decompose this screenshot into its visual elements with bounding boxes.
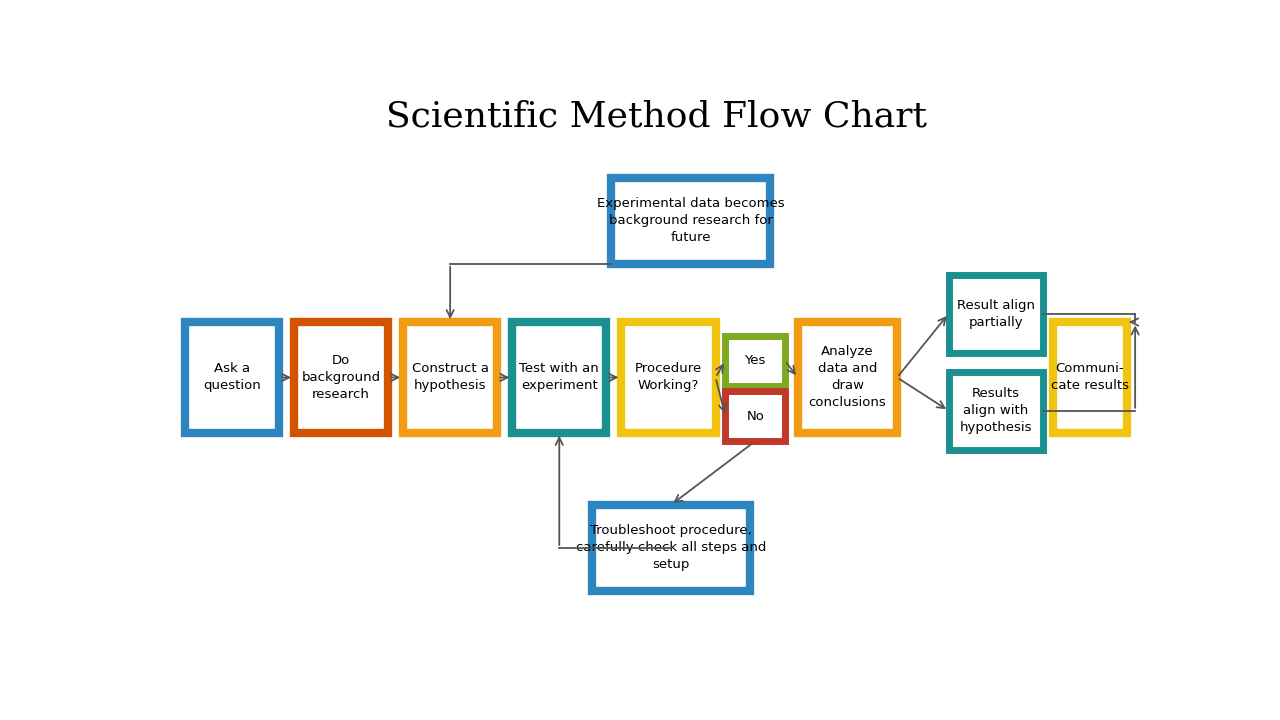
FancyBboxPatch shape (948, 372, 1043, 449)
Text: No: No (746, 410, 764, 423)
Text: Results
align with
hypothesis: Results align with hypothesis (960, 387, 1032, 434)
Text: Procedure
Working?: Procedure Working? (635, 362, 701, 392)
FancyBboxPatch shape (726, 392, 785, 441)
Text: Test with an
experiment: Test with an experiment (520, 362, 599, 392)
Text: Communi-
cate results: Communi- cate results (1051, 362, 1129, 392)
Text: Troubleshoot procedure,
carefully check all steps and
setup: Troubleshoot procedure, carefully check … (576, 524, 765, 572)
Text: Yes: Yes (745, 354, 765, 367)
FancyBboxPatch shape (403, 322, 497, 433)
Text: Do
background
research: Do background research (302, 354, 380, 401)
FancyBboxPatch shape (512, 322, 607, 433)
Text: Analyze
data and
draw
conclusions: Analyze data and draw conclusions (809, 346, 886, 410)
FancyBboxPatch shape (591, 505, 750, 591)
FancyBboxPatch shape (612, 178, 771, 264)
Text: Scientific Method Flow Chart: Scientific Method Flow Chart (385, 100, 927, 134)
FancyBboxPatch shape (797, 322, 897, 433)
Text: Experimental data becomes
background research for
future: Experimental data becomes background res… (596, 197, 785, 244)
FancyBboxPatch shape (726, 336, 785, 386)
Text: Construct a
hypothesis: Construct a hypothesis (412, 362, 489, 392)
Text: Result align
partially: Result align partially (956, 299, 1034, 329)
Text: Ask a
question: Ask a question (204, 362, 261, 392)
FancyBboxPatch shape (621, 322, 716, 433)
FancyBboxPatch shape (294, 322, 388, 433)
FancyBboxPatch shape (1053, 322, 1128, 433)
FancyBboxPatch shape (184, 322, 279, 433)
FancyBboxPatch shape (948, 275, 1043, 353)
